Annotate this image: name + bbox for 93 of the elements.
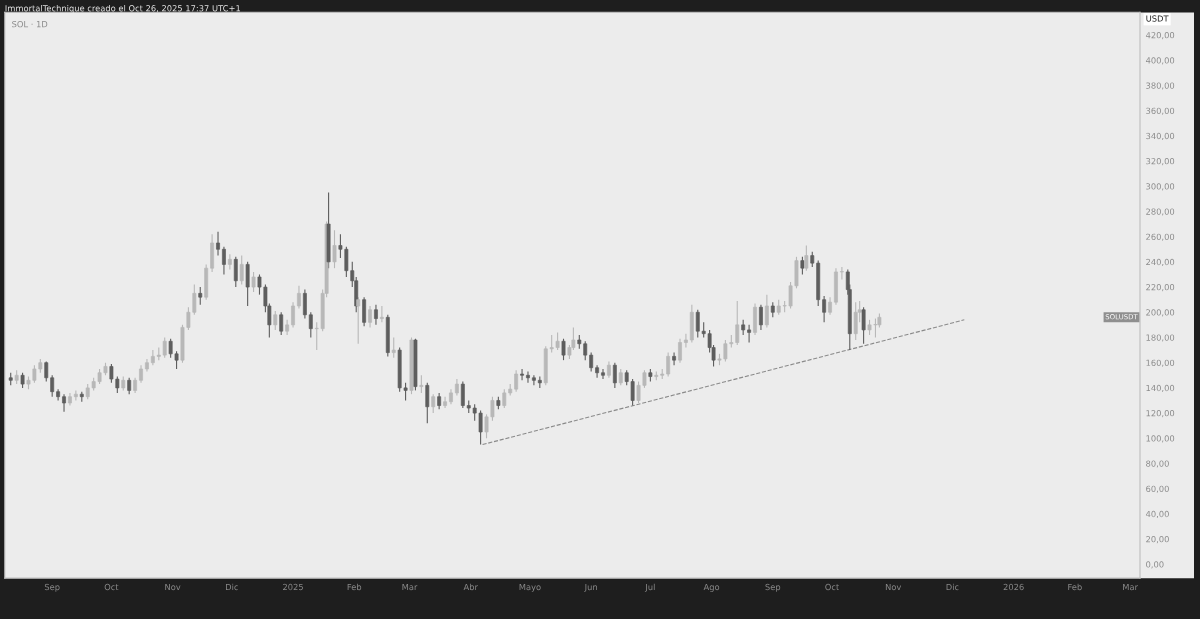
- candlestick: [678, 338, 682, 364]
- candlestick: [356, 296, 361, 345]
- x-tick-label: Mayo: [519, 583, 541, 592]
- candlestick: [362, 296, 367, 327]
- candlestick: [425, 382, 430, 424]
- y-tick-label: 300,00: [1146, 183, 1175, 191]
- candlestick: [561, 338, 566, 361]
- candlestick: [44, 360, 49, 383]
- candlestick: [308, 311, 313, 339]
- candlestick: [150, 349, 155, 366]
- candlestick: [431, 393, 436, 414]
- candlestick: [222, 246, 226, 276]
- candlestick: [245, 261, 250, 307]
- x-tick-label: Feb: [1068, 583, 1082, 591]
- x-tick-label: 2026: [1003, 583, 1024, 591]
- candlestick: [514, 369, 519, 393]
- candlestick: [526, 370, 530, 384]
- y-tick-label: 180,00: [1146, 334, 1175, 342]
- x-tick-label: 2025: [283, 583, 303, 591]
- y-tick-label: 40,00: [1145, 510, 1169, 519]
- candlestick: [861, 306, 866, 345]
- candlestick: [853, 301, 858, 341]
- y-tick-label: 100,00: [1146, 435, 1175, 443]
- candlestick: [601, 368, 605, 380]
- candlestick: [391, 336, 396, 359]
- x-tick-label: Nov: [165, 583, 181, 591]
- x-tick-label: Sep: [44, 583, 60, 592]
- y-tick-label: 120,00: [1146, 410, 1175, 418]
- candlestick: [747, 324, 752, 344]
- y-tick-label: 0,00: [1146, 561, 1164, 569]
- candlestick: [227, 253, 232, 270]
- x-tick-label: Jun: [584, 583, 597, 592]
- y-tick-label: 80,00: [1146, 460, 1169, 468]
- x-tick-label: Mar: [402, 583, 418, 591]
- y-tick-label: 240,00: [1146, 258, 1175, 267]
- candlestick: [520, 368, 524, 381]
- y-tick-label: 280,00: [1146, 208, 1175, 216]
- candlestick: [332, 229, 337, 269]
- y-tick-label: 400,00: [1145, 57, 1175, 65]
- candlestick: [672, 352, 676, 366]
- x-tick-label: Nov: [885, 583, 902, 591]
- y-tick-label: 360,00: [1146, 107, 1175, 115]
- y-tick-label: 340,00: [1146, 132, 1175, 140]
- candlestick: [612, 362, 617, 389]
- y-tick-label: 160,00: [1146, 359, 1175, 367]
- candlestick: [216, 231, 220, 257]
- candlestick: [379, 305, 384, 323]
- candlestick: [666, 352, 671, 378]
- y-tick-label: 320,00: [1146, 158, 1175, 166]
- candlestick: [460, 381, 465, 409]
- y-tick-label: 60,00: [1146, 485, 1169, 493]
- candlestick: [822, 295, 827, 323]
- y-tick-label: 380,00: [1146, 82, 1175, 90]
- candlestick: [683, 333, 688, 349]
- candlestick: [233, 256, 238, 288]
- x-tick-label: Feb: [347, 583, 362, 591]
- candlestick: [302, 289, 307, 320]
- y-tick-label: 220,00: [1146, 284, 1175, 292]
- candlestick: [839, 266, 844, 281]
- candlestick: [291, 301, 295, 328]
- candlestick: [764, 294, 769, 328]
- x-tick-label: Abr: [463, 583, 478, 591]
- y-tick-label: 260,00: [1146, 233, 1175, 241]
- candlestick: [273, 310, 278, 331]
- candlestick: [804, 244, 809, 272]
- candlestick: [251, 271, 256, 293]
- candlestick: [239, 255, 244, 286]
- x-tick-label: Oct: [825, 583, 840, 591]
- candlestick: [595, 364, 600, 379]
- candlestick: [368, 305, 372, 328]
- candlestick: [589, 352, 594, 373]
- candlestick: [759, 304, 763, 331]
- y-axis-title: USDT: [1146, 15, 1169, 22]
- candlestick: [50, 374, 55, 398]
- y-tick-label: 420,00: [1145, 32, 1175, 40]
- x-tick-label: Sep: [765, 583, 781, 592]
- x-tick-label: Jul: [644, 583, 655, 592]
- candlestick: [279, 311, 284, 336]
- annotation: ImmortalTechnique creado el Oct 26, 2025 17:37 UTC+1: [5, 4, 241, 14]
- candlestick: [297, 285, 301, 310]
- candlestick: [73, 389, 78, 402]
- x-tick-label: Oct: [104, 583, 119, 591]
- y-tick-label: 140,00: [1146, 384, 1175, 393]
- y-tick-label: 20,00: [1146, 536, 1169, 544]
- x-tick-label: Ago: [703, 583, 720, 592]
- x-tick-label: Dic: [946, 583, 959, 591]
- y-tick-label: 200,00: [1146, 309, 1175, 317]
- candlestick: [62, 393, 66, 413]
- candlestick: [531, 374, 536, 386]
- candlestick: [374, 304, 378, 326]
- x-tick-label: Dic: [226, 583, 238, 591]
- text: SOL · 1D: [12, 21, 48, 28]
- x-tick-label: Mar: [1123, 583, 1138, 591]
